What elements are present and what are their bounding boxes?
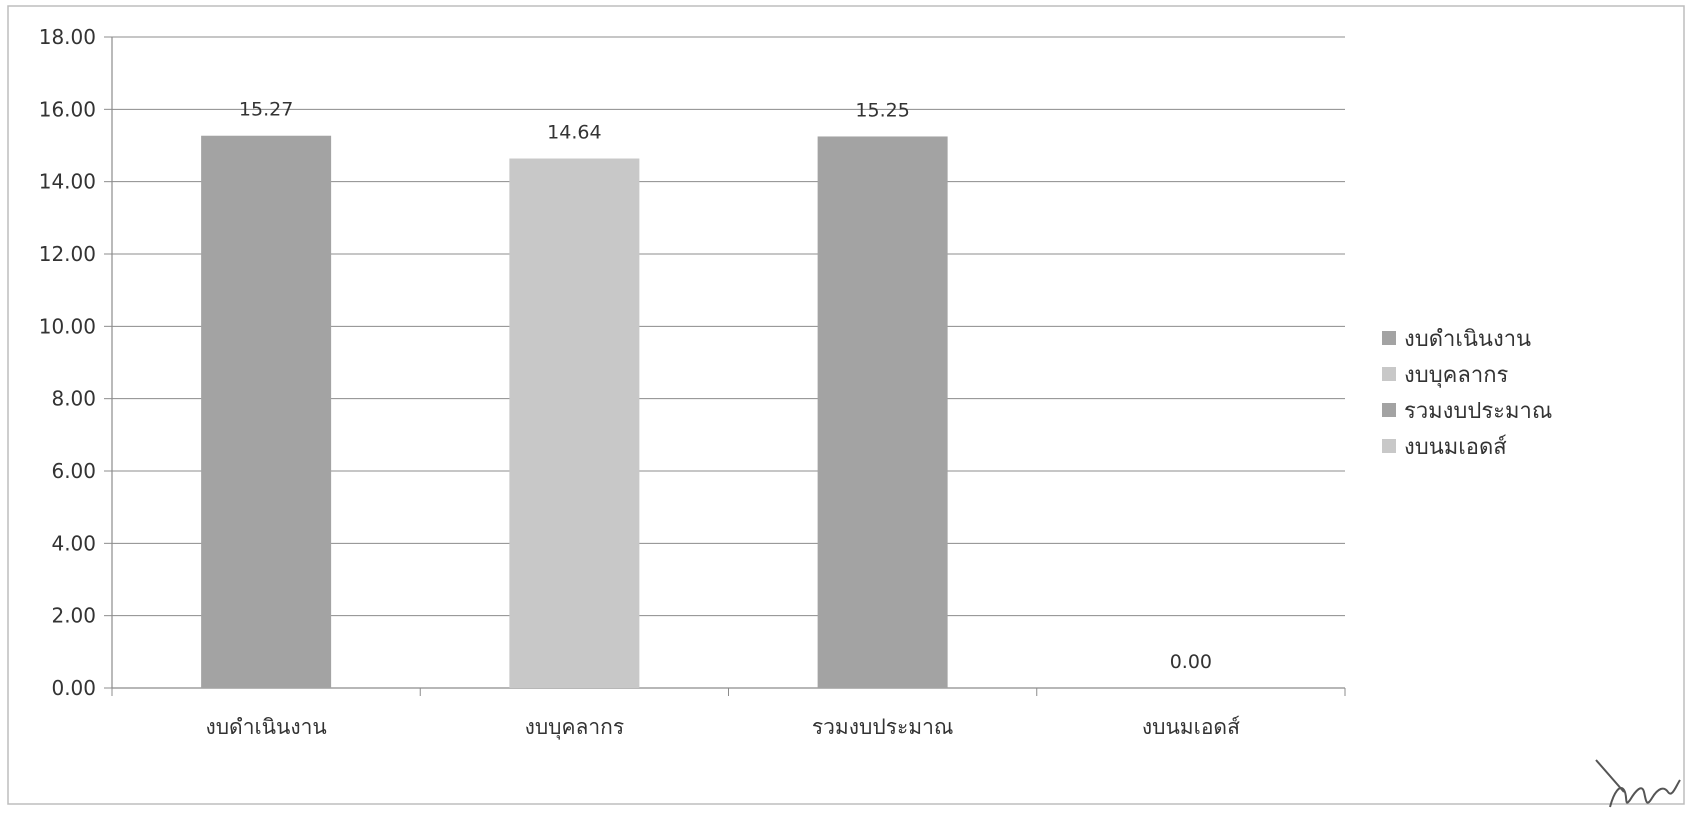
x-tick-label: รวมงบประมาณ <box>812 715 954 739</box>
y-tick-label: 12.00 <box>39 242 96 266</box>
x-tick-label: งบนมเอดส์ <box>1142 715 1240 739</box>
y-tick-label: 4.00 <box>51 531 96 555</box>
y-tick-label: 14.00 <box>39 170 96 194</box>
legend-label: งบบุคลากร <box>1404 363 1509 388</box>
data-labels: 15.27 14.64 15.25 0.00 <box>239 99 1212 673</box>
data-label: 14.64 <box>547 122 601 144</box>
y-tick-label: 2.00 <box>51 604 96 628</box>
legend-label: รวมงบประมาณ <box>1404 399 1552 424</box>
data-label: 15.25 <box>855 99 909 121</box>
legend-label: งบนมเอดส์ <box>1404 435 1507 460</box>
data-label: 15.27 <box>239 99 293 121</box>
legend-swatch <box>1382 367 1396 381</box>
legend-swatch <box>1382 331 1396 345</box>
x-tick-label: งบดำเนินงาน <box>205 715 326 739</box>
bar <box>201 135 332 689</box>
legend-swatch <box>1382 403 1396 417</box>
legend-swatch <box>1382 439 1396 453</box>
bar <box>509 158 640 688</box>
legend-label: งบดำเนินงาน <box>1404 327 1531 352</box>
y-tick-label: 8.00 <box>51 387 96 411</box>
bars <box>201 135 948 689</box>
x-tick-label: งบบุคลากร <box>525 715 625 740</box>
x-axis-tick-labels: งบดำเนินงาน งบบุคลากร รวมงบประมาณ งบนมเอดส์ <box>205 715 1240 740</box>
y-tick-label: 6.00 <box>51 459 96 483</box>
y-tick-label: 0.00 <box>51 676 96 700</box>
y-axis-tick-labels: 0.00 2.00 4.00 6.00 8.00 10.00 12.00 14.00 16.00… <box>39 25 96 700</box>
y-tick-label: 16.00 <box>39 97 96 121</box>
y-tick-label: 10.00 <box>39 314 96 338</box>
y-tick-label: 18.00 <box>39 25 96 49</box>
handwritten-signature <box>1595 759 1681 808</box>
bar <box>817 136 948 689</box>
data-label: 0.00 <box>1170 651 1212 673</box>
